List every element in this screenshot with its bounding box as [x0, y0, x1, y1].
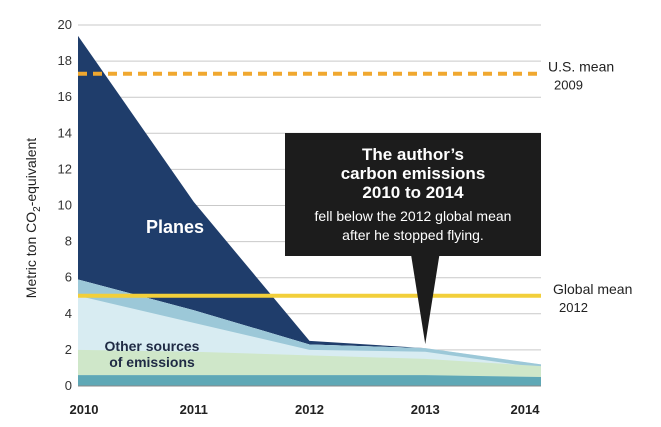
- y-tick-label: 0: [65, 378, 72, 393]
- callout-title-line: 2010 to 2014: [362, 183, 464, 202]
- area-series: [78, 35, 541, 386]
- other-sources-label-line2: of emissions: [109, 354, 195, 370]
- reference-lines: U.S. mean 2009 Global mean 2012: [78, 59, 632, 315]
- y-tick-label: 4: [65, 306, 72, 321]
- x-tick-label: 2011: [180, 402, 208, 417]
- x-tick-label: 2013: [411, 402, 440, 417]
- ref-line-label: U.S. mean: [548, 59, 614, 75]
- emission-band-3: [78, 375, 541, 386]
- y-tick-label: 14: [58, 125, 72, 140]
- x-tick-label: 2014: [511, 402, 541, 417]
- y-tick-label: 20: [58, 17, 72, 32]
- y-tick-label: 12: [58, 161, 72, 176]
- y-tick-label: 10: [58, 198, 72, 213]
- x-tick-label: 2010: [70, 402, 99, 417]
- y-tick-label: 2: [65, 342, 72, 357]
- callout-bubble: [285, 133, 541, 345]
- ref-line-label: Global mean: [553, 281, 632, 297]
- ref-line-year: 2012: [559, 300, 588, 315]
- axes: 0 2 4 6 8 10 12 14 16 18 20 2010 2011 2012 2013 2014: [58, 17, 541, 417]
- emission-band-1: [78, 279, 541, 368]
- callout-title-line: carbon emissions: [341, 164, 486, 183]
- y-tick-label: 6: [65, 270, 72, 285]
- ref-line-year: 2009: [554, 78, 583, 93]
- callout-body-line: after he stopped flying.: [342, 227, 484, 243]
- y-axis-label: Metric ton CO2-equivalent: [23, 138, 43, 299]
- x-tick-label: 2012: [295, 402, 324, 417]
- callout-body-line: fell below the 2012 global mean: [315, 208, 512, 224]
- planes-area: [78, 35, 541, 365]
- other-sources-label-line1: Other sources: [105, 338, 200, 354]
- callout-title-line: The author’s: [362, 145, 464, 164]
- y-tick-label: 8: [65, 234, 72, 249]
- planes-label: Planes: [146, 217, 204, 237]
- emission-band-2: [78, 349, 541, 377]
- y-tick-label: 16: [58, 89, 72, 104]
- y-tick-label: 18: [58, 53, 72, 68]
